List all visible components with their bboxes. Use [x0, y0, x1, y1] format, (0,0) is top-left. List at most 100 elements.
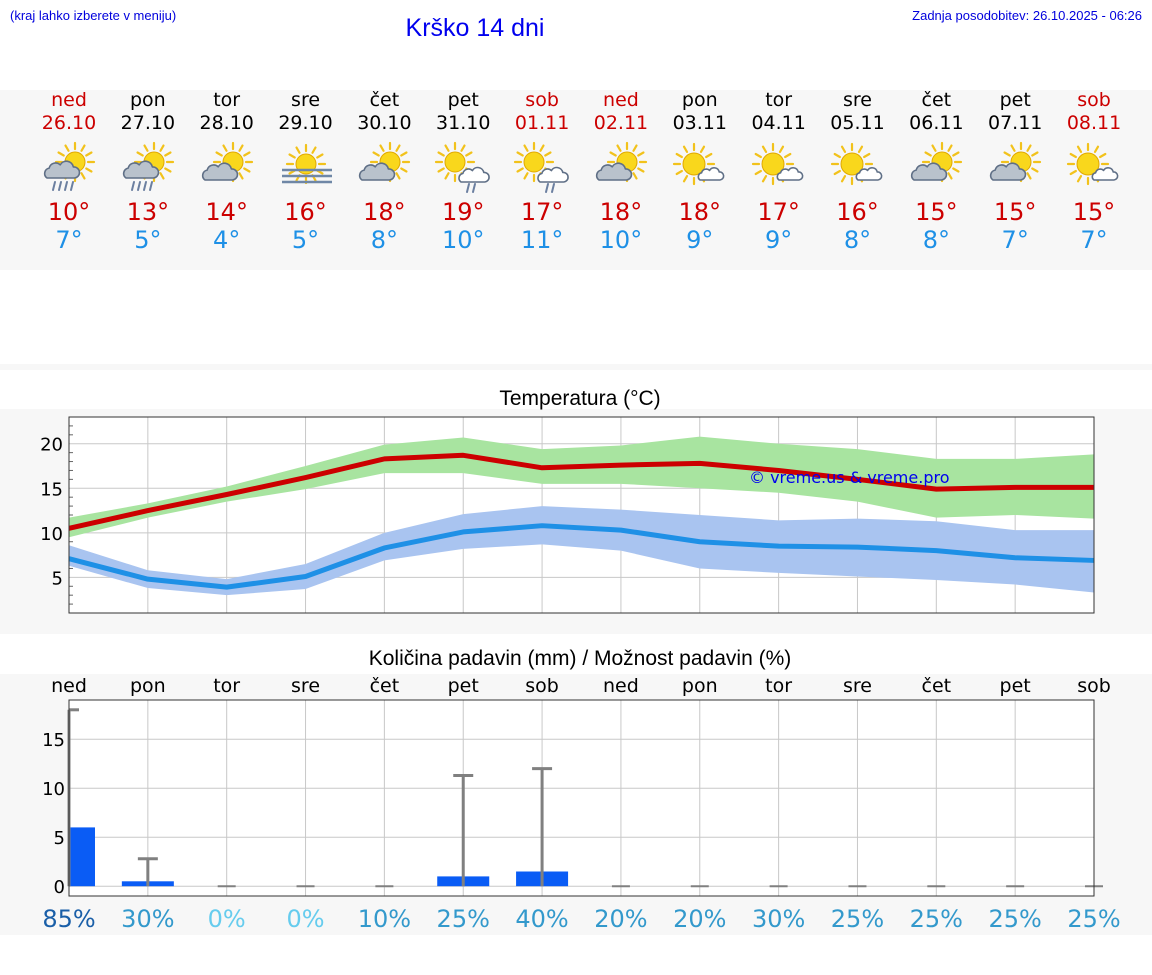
min-temperature: 9°: [765, 226, 793, 254]
precip-probability: 30%: [752, 905, 805, 933]
partly-cloudy-icon: [359, 141, 411, 183]
day-label: pet: [1000, 675, 1031, 697]
min-temperature: 4°: [213, 226, 241, 254]
max-temperature: 16°: [284, 198, 327, 226]
watermark: © vreme.us & vreme.pro: [749, 468, 950, 487]
day-name: ned: [603, 89, 639, 111]
max-temperature: 16°: [836, 198, 879, 226]
mostly-sunny-icon: [830, 142, 882, 186]
min-temp-band: [69, 506, 1094, 596]
precip-probability: 25%: [831, 905, 884, 933]
temperature-chart: 5 10 15 20 © vreme.us & vreme.pro: [40, 416, 1095, 614]
min-temperature: 10°: [599, 226, 643, 254]
forecast-day: pet 31.10 19° 10°: [423, 89, 503, 254]
y-tick-label: 15: [40, 479, 63, 500]
max-temperature: 15°: [1072, 198, 1116, 226]
forecast-day: ned 02.11 18° 10°: [581, 89, 661, 254]
min-temperature: 9°: [686, 226, 714, 254]
precip-probability: 20%: [594, 905, 647, 933]
y-tick-label: 15: [42, 730, 65, 751]
y-tick-label: 0: [54, 877, 65, 898]
mostly-sunny-icon: [751, 142, 804, 186]
max-temperature: 18°: [363, 198, 406, 226]
divider: [0, 364, 1152, 370]
last-update-text: Zadnja posodobitev: 26.10.2025 - 06:26: [912, 8, 1142, 23]
partly-cloudy-icon: [201, 141, 253, 183]
day-name: tor: [213, 89, 241, 111]
day-date: 30.10: [357, 112, 412, 134]
location-menu-hint[interactable]: (kraj lahko izberete v meniju): [10, 8, 177, 23]
day-label: tor: [765, 675, 792, 697]
precipitation-chart: ned pon tor sre čet pet sob ned pon tor sre čet pet s…: [42, 675, 1121, 933]
day-date: 26.10: [41, 112, 97, 134]
y-tick-label: 20: [40, 435, 63, 456]
day-date: 01.11: [514, 112, 570, 134]
min-temperature: 7°: [1001, 226, 1029, 254]
plot-frame: [68, 699, 1095, 897]
precip-probability: 20%: [673, 905, 726, 933]
precip-probability: 30%: [121, 905, 174, 933]
mostly-sunny-icon: [1066, 142, 1119, 186]
day-date: 07.11: [987, 112, 1043, 134]
partly-cloudy-rain-icon: [43, 141, 96, 191]
day-label: pon: [682, 675, 718, 697]
day-label: ned: [603, 675, 639, 697]
forecast-day: ned 26.10 10° 7°: [29, 89, 109, 254]
forecast-day: pon 27.10 13° 5°: [108, 89, 188, 254]
day-label: pon: [130, 675, 166, 697]
day-date: 28.10: [199, 112, 254, 134]
forecast-day: pon 03.11 18° 9°: [660, 89, 740, 254]
min-temperature: 5°: [291, 226, 320, 254]
min-temperature: 11°: [520, 226, 564, 254]
max-temperature: 17°: [757, 198, 800, 226]
max-temperature: 15°: [915, 198, 958, 226]
day-label: pet: [448, 675, 479, 697]
y-tick-label: 10: [42, 779, 65, 800]
forecast-day: sre 29.10 16° 5°: [266, 89, 346, 254]
plot-frame: [68, 416, 1095, 614]
day-date: 27.10: [120, 112, 176, 134]
max-temperature: 15°: [993, 198, 1037, 226]
precip-probability: 10%: [358, 905, 411, 933]
daily-forecast-strip: ned 26.10 10° 7° pon 27.10 13° 5° tor 28.10 14° 4° s…: [0, 89, 1152, 270]
min-temperature: 5°: [134, 226, 162, 254]
day-name: sob: [1077, 89, 1111, 111]
forecast-day: pet 07.11 15° 7°: [975, 89, 1055, 254]
precipitation-chart-title: Količina padavin (mm) / Možnost padavin …: [368, 647, 792, 670]
day-name: tor: [765, 89, 793, 111]
max-temperature: 13°: [126, 198, 170, 226]
day-name: čet: [921, 89, 952, 111]
max-temp-line: [68, 452, 1094, 531]
precip-probability: 25%: [437, 905, 490, 933]
max-temperature: 17°: [520, 198, 564, 226]
forecast-day: tor 04.11 17° 9°: [739, 89, 819, 254]
min-temperature: 7°: [55, 226, 83, 254]
day-date: 05.11: [830, 112, 885, 134]
forecast-day: sob 08.11 15° 7°: [1054, 89, 1134, 254]
temperature-chart-title: Temperatura (°C): [499, 387, 661, 410]
max-temperature: 19°: [441, 198, 485, 226]
sun-cloud-rain-icon: [435, 141, 491, 193]
day-date: 03.11: [672, 112, 727, 134]
precip-probability: 40%: [515, 905, 568, 933]
min-temperature: 8°: [843, 226, 872, 254]
precip-probability: 25%: [988, 905, 1041, 933]
day-name: pet: [999, 89, 1031, 111]
day-name: sre: [843, 89, 872, 111]
min-temperature: 7°: [1080, 226, 1108, 254]
day-date: 31.10: [436, 112, 491, 134]
forecast-day: tor 28.10 14° 4°: [187, 89, 267, 254]
max-temperature: 18°: [599, 198, 643, 226]
day-label: sre: [291, 675, 320, 697]
mostly-sunny-icon: [672, 142, 725, 186]
partly-cloudy-icon: [990, 141, 1042, 183]
precip-probability: 85%: [42, 905, 95, 933]
day-name: sre: [291, 89, 321, 111]
day-name: pet: [447, 89, 479, 111]
min-temperature: 8°: [922, 226, 950, 254]
plot-area: [69, 700, 1094, 896]
day-label: tor: [213, 675, 240, 697]
day-label: sob: [525, 675, 559, 697]
partly-cloudy-rain-icon: [122, 141, 174, 191]
sun-cloud-rain-icon: [513, 141, 569, 193]
